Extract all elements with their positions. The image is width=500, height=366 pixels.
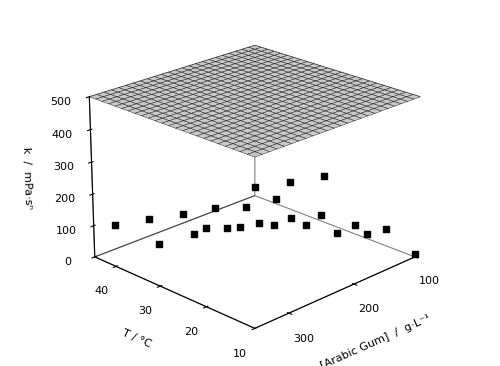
X-axis label: [Arabic Gum]  /  g·L⁻¹: [Arabic Gum] / g·L⁻¹ — [318, 313, 432, 366]
Y-axis label: T / °C: T / °C — [121, 327, 153, 349]
